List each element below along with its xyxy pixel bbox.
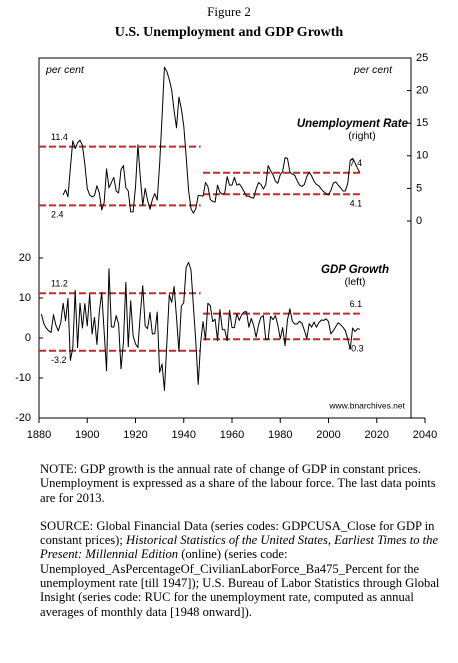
reference-label: 11.4 bbox=[51, 132, 68, 142]
series-line bbox=[40, 261, 360, 391]
y-axis-label: per cent bbox=[353, 64, 393, 76]
reference-label: 11.2 bbox=[51, 279, 68, 289]
series-line bbox=[62, 66, 361, 214]
source: SOURCE: Global Financial Data (series co… bbox=[40, 519, 442, 619]
source-text: (online) (series code: Unemployed_AsPerc… bbox=[40, 547, 440, 619]
x-tick-label: 1940 bbox=[172, 429, 196, 441]
plot-frame bbox=[38, 57, 412, 419]
x-tick-label: 1900 bbox=[75, 429, 99, 441]
note: NOTE: GDP growth is the annual rate of c… bbox=[40, 462, 436, 505]
y-tick-label: 10 bbox=[416, 150, 428, 162]
reference-label: -3.2 bbox=[51, 355, 67, 365]
figure-title: U.S. Unemployment and GDP Growth bbox=[115, 25, 344, 40]
series-subtitle: (right) bbox=[348, 130, 375, 142]
x-tick-label: 2020 bbox=[365, 429, 389, 441]
y-tick-label: 20 bbox=[19, 252, 31, 264]
source-title: Historical Statistics of the United Stat… bbox=[40, 533, 439, 562]
y-axis-label: per cent bbox=[45, 64, 85, 76]
figure: Figure 2 U.S. Unemployment and GDP Growt… bbox=[15, 4, 437, 441]
x-tick-label: 1980 bbox=[268, 429, 292, 441]
x-tick-label: 1880 bbox=[27, 429, 51, 441]
y-tick-label: 0 bbox=[25, 332, 31, 344]
reference-label: 6.1 bbox=[350, 299, 363, 309]
y-tick-label: 20 bbox=[416, 85, 428, 97]
x-tick-label: 2000 bbox=[316, 429, 340, 441]
watermark: www.bnarchives.net bbox=[328, 400, 405, 410]
reference-label: 2.4 bbox=[51, 210, 64, 220]
reference-label: 4.1 bbox=[350, 199, 363, 209]
y-tick-label: -20 bbox=[15, 412, 31, 424]
y-tick-label: 0 bbox=[416, 215, 422, 227]
y-tick-label: 10 bbox=[19, 292, 31, 304]
x-tick-label: 2040 bbox=[413, 429, 437, 441]
x-tick-label: 1920 bbox=[123, 429, 147, 441]
series-title: Unemployment Rate bbox=[297, 118, 409, 130]
reference-label: -0.3 bbox=[348, 344, 364, 354]
series-subtitle: (left) bbox=[345, 276, 366, 288]
y-tick-label: -10 bbox=[15, 372, 31, 384]
source-text: SOURCE: Global Financial Data (series co… bbox=[40, 518, 435, 548]
y-tick-label: 15 bbox=[416, 117, 428, 129]
y-tick-label: 25 bbox=[416, 52, 428, 64]
figure-label: Figure 2 bbox=[207, 4, 251, 19]
series-title: GDP Growth bbox=[321, 264, 389, 276]
reference-label: 7.4 bbox=[350, 158, 363, 168]
notes: NOTE: GDP growth is the annual rate of c… bbox=[40, 462, 442, 633]
y-tick-label: 5 bbox=[416, 182, 422, 194]
x-tick-label: 1960 bbox=[220, 429, 244, 441]
